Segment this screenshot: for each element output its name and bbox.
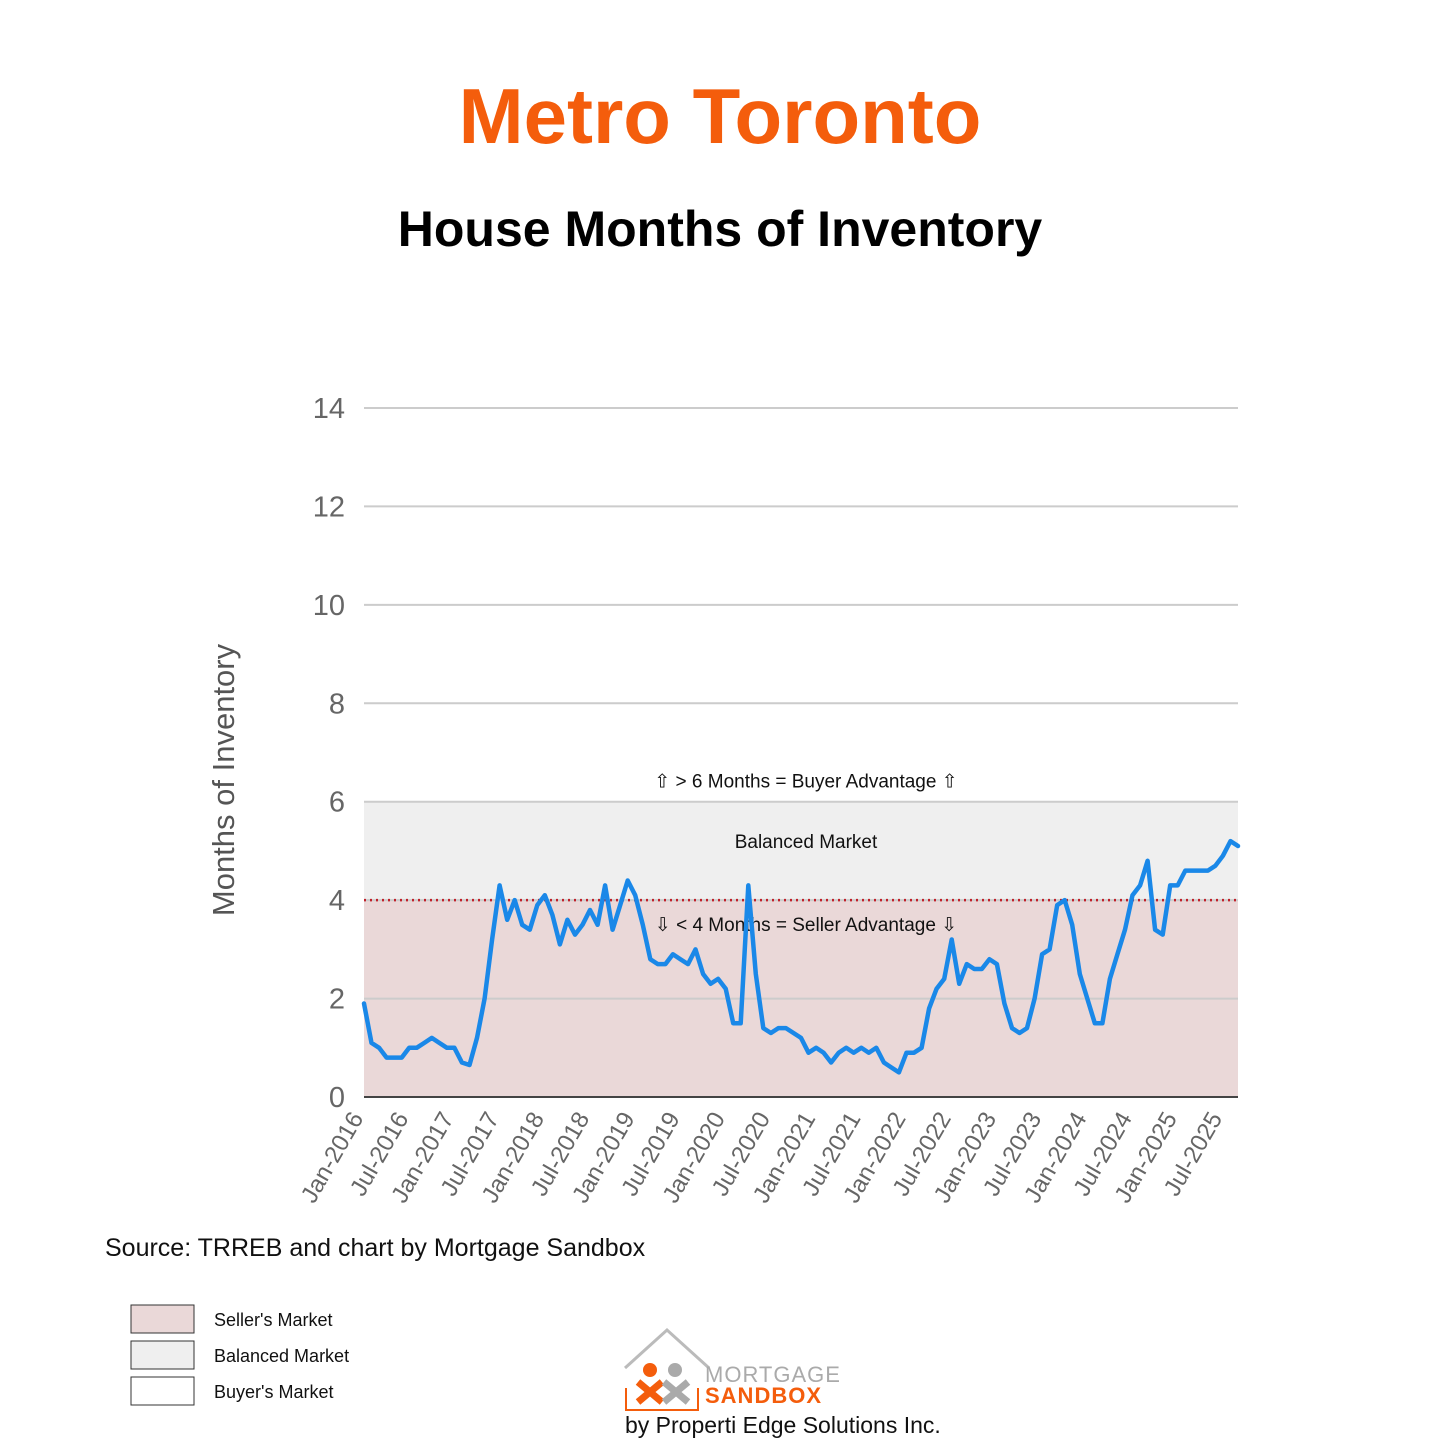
legend-label: Balanced Market [214,1346,349,1366]
legend-label: Buyer's Market [214,1382,333,1402]
logo-house [623,1327,711,1370]
y-tick-label: 8 [329,688,345,720]
y-axis-label: Months of Inventory [206,643,241,916]
logo: MORTGAGE SANDBOX by Properti Edge Soluti… [623,1327,941,1438]
legend-label: Seller's Market [214,1310,332,1330]
y-tick-label: 2 [329,984,345,1016]
legend-swatch [130,1376,195,1406]
annotation: Balanced Market [735,832,878,853]
logo-text: MORTGAGE [705,1362,841,1387]
y-tick-label: 6 [329,787,345,819]
logo-figure [668,1363,682,1377]
y-tick-label: 0 [329,1082,345,1114]
annotation: ⇧ > 6 Months = Buyer Advantage ⇧ [654,772,957,793]
logo-base [625,1388,699,1411]
chart-subtitle: House Months of Inventory [398,201,1043,257]
legend-swatch [130,1304,195,1334]
logo-figure [643,1363,657,1377]
y-tick-label: 4 [329,885,345,917]
annotation: ⇩ < 4 Months = Seller Advantage ⇩ [655,915,957,936]
logo-figure [635,1379,665,1405]
logo-text: SANDBOX [705,1383,822,1408]
chart-title: Metro Toronto [459,72,982,160]
logo-byline: by Properti Edge Solutions Inc. [625,1412,941,1438]
y-tick-label: 10 [313,590,345,622]
market-band [364,801,1238,901]
logo-figure [661,1379,691,1405]
y-tick-label: 14 [313,393,345,425]
legend-swatch [130,1340,195,1370]
data-line [361,838,1241,1075]
source: Source: TRREB and chart by Mortgage Sand… [105,1234,646,1262]
y-tick-label: 12 [313,491,345,523]
